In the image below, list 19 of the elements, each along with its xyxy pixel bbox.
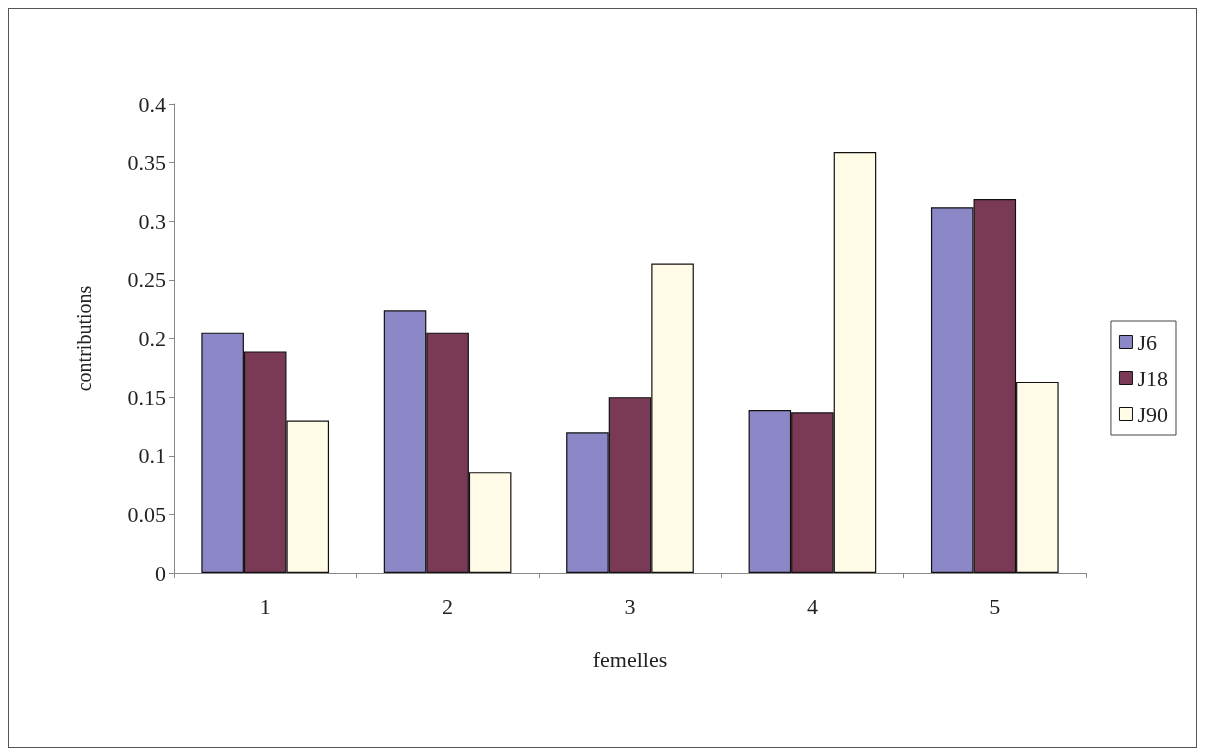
x-tick-label: 5 (989, 593, 1001, 619)
x-tick-label: 2 (442, 593, 454, 619)
y-tick-label: 0.25 (127, 267, 166, 293)
y-tick-label: 0.05 (127, 501, 166, 527)
legend-label: J18 (1137, 365, 1168, 391)
y-tick-label: 0.35 (127, 150, 166, 176)
x-axis-title: femelles (592, 646, 668, 672)
x-tick-label: 3 (624, 593, 636, 619)
y-tick-label: 0.2 (138, 326, 166, 351)
y-tick-label: 0.15 (127, 384, 166, 410)
x-tick-label: 4 (806, 593, 818, 619)
legend-label: J6 (1137, 329, 1157, 355)
y-tick-label: 0.3 (138, 208, 166, 234)
y-tick-label: 0.1 (138, 443, 166, 469)
legend-label: J90 (1137, 401, 1168, 427)
x-tick-label: 1 (259, 593, 271, 619)
y-axis-title: contributions (73, 285, 95, 392)
y-tick-label: 0.4 (138, 91, 166, 117)
y-tick-label: 0 (155, 560, 166, 586)
